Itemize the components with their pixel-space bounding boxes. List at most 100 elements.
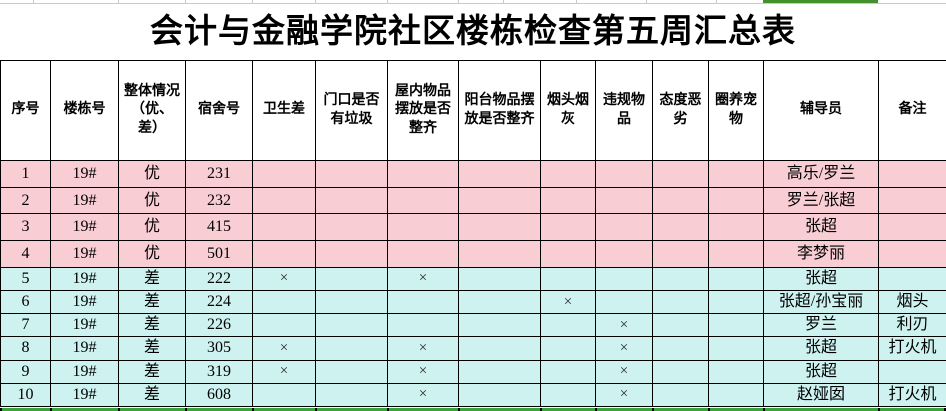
cell-r4-counselor[interactable]: 李梦丽 xyxy=(763,240,879,268)
cell-r2-remark[interactable] xyxy=(878,186,946,215)
cell-r3-remark[interactable] xyxy=(878,213,946,242)
cell-r4-pets[interactable] xyxy=(708,240,764,268)
cell-r8-cigarette[interactable] xyxy=(540,336,596,361)
cell-r7-cigarette[interactable] xyxy=(540,313,596,338)
cell-r1-prohibited[interactable] xyxy=(595,160,653,188)
cell-r6-doorway[interactable] xyxy=(315,289,388,315)
cell-r5-index[interactable]: 5 xyxy=(0,266,51,291)
cell-r5-overall[interactable]: 差 xyxy=(118,266,186,291)
cell-r6-attitude[interactable] xyxy=(652,289,709,315)
cell-r8-remark[interactable]: 打火机 xyxy=(878,336,946,361)
cell-r1-attitude[interactable] xyxy=(652,160,709,188)
column-header-cigarette[interactable]: 烟头烟灰 xyxy=(540,60,596,161)
cell-r8-building[interactable]: 19# xyxy=(50,336,119,361)
cell-r4-cigarette[interactable] xyxy=(540,240,596,268)
cell-r1-counselor[interactable]: 高乐/罗兰 xyxy=(763,160,879,188)
cell-r7-pets[interactable] xyxy=(708,313,764,338)
cell-r4-hygiene[interactable] xyxy=(252,240,316,268)
cell-r2-attitude[interactable] xyxy=(652,186,709,215)
cell-r10-doorway[interactable] xyxy=(315,382,388,407)
column-header-overall[interactable]: 整体情况（优、差） xyxy=(118,60,186,161)
cell-r4-indoor[interactable] xyxy=(387,240,459,268)
cell-r6-remark[interactable]: 烟头 xyxy=(878,289,946,315)
cell-r2-indoor[interactable] xyxy=(387,186,459,215)
cell-r6-prohibited[interactable] xyxy=(595,289,653,315)
cell-r5-indoor[interactable]: × xyxy=(387,266,459,291)
cell-r6-cigarette[interactable]: × xyxy=(540,289,596,315)
cell-r4-remark[interactable] xyxy=(878,240,946,268)
cell-r5-counselor[interactable]: 张超 xyxy=(763,266,879,291)
cell-r2-hygiene[interactable] xyxy=(252,186,316,215)
column-header-building[interactable]: 楼栋号 xyxy=(50,60,119,161)
cell-r3-indoor[interactable] xyxy=(387,213,459,242)
column-header-prohibited[interactable]: 违规物品 xyxy=(595,60,653,161)
cell-r4-doorway[interactable] xyxy=(315,240,388,268)
cell-r6-balcony[interactable] xyxy=(458,289,541,315)
cell-r3-hygiene[interactable] xyxy=(252,213,316,242)
cell-r3-index[interactable]: 3 xyxy=(0,213,51,242)
cell-r5-attitude[interactable] xyxy=(652,266,709,291)
cell-r7-dorm[interactable]: 226 xyxy=(185,313,253,338)
cell-r8-doorway[interactable] xyxy=(315,336,388,361)
cell-r3-balcony[interactable] xyxy=(458,213,541,242)
cell-r6-hygiene[interactable] xyxy=(252,289,316,315)
cell-r9-doorway[interactable] xyxy=(315,359,388,384)
cell-r3-cigarette[interactable] xyxy=(540,213,596,242)
cell-r2-building[interactable]: 19# xyxy=(50,186,119,215)
column-header-dorm[interactable]: 宿舍号 xyxy=(185,60,253,161)
cell-r6-dorm[interactable]: 224 xyxy=(185,289,253,315)
cell-r2-cigarette[interactable] xyxy=(540,186,596,215)
cell-r10-indoor[interactable]: × xyxy=(387,382,459,407)
cell-r9-hygiene[interactable]: × xyxy=(252,359,316,384)
cell-r10-counselor[interactable]: 赵娅囡 xyxy=(763,382,879,407)
cell-r9-index[interactable]: 9 xyxy=(0,359,51,384)
cell-r10-attitude[interactable] xyxy=(652,382,709,407)
cell-r10-cigarette[interactable] xyxy=(540,382,596,407)
cell-r7-balcony[interactable] xyxy=(458,313,541,338)
column-header-counselor[interactable]: 辅导员 xyxy=(763,60,879,161)
cell-r9-prohibited[interactable]: × xyxy=(595,359,653,384)
cell-r1-index[interactable]: 1 xyxy=(0,160,51,188)
cell-r10-building[interactable]: 19# xyxy=(50,382,119,407)
cell-r5-doorway[interactable] xyxy=(315,266,388,291)
column-header-indoor[interactable]: 屋内物品摆放是否整齐 xyxy=(387,60,459,161)
cell-r10-balcony[interactable] xyxy=(458,382,541,407)
cell-r10-remark[interactable]: 打火机 xyxy=(878,382,946,407)
cell-r4-index[interactable]: 4 xyxy=(0,240,51,268)
cell-r7-hygiene[interactable] xyxy=(252,313,316,338)
cell-r7-overall[interactable]: 差 xyxy=(118,313,186,338)
column-header-pets[interactable]: 圈养宠物 xyxy=(708,60,764,161)
cell-r6-overall[interactable]: 差 xyxy=(118,289,186,315)
cell-r7-building[interactable]: 19# xyxy=(50,313,119,338)
cell-r4-overall[interactable]: 优 xyxy=(118,240,186,268)
cell-r3-overall[interactable]: 优 xyxy=(118,213,186,242)
cell-r2-doorway[interactable] xyxy=(315,186,388,215)
cell-r4-attitude[interactable] xyxy=(652,240,709,268)
cell-r2-pets[interactable] xyxy=(708,186,764,215)
cell-r1-dorm[interactable]: 231 xyxy=(185,160,253,188)
cell-r3-doorway[interactable] xyxy=(315,213,388,242)
cell-r3-building[interactable]: 19# xyxy=(50,213,119,242)
column-header-doorway[interactable]: 门口是否有垃圾 xyxy=(315,60,388,161)
cell-r9-balcony[interactable] xyxy=(458,359,541,384)
cell-r10-prohibited[interactable]: × xyxy=(595,382,653,407)
cell-r2-index[interactable]: 2 xyxy=(0,186,51,215)
column-header-hygiene[interactable]: 卫生差 xyxy=(252,60,316,161)
column-header-remark[interactable]: 备注 xyxy=(878,60,946,161)
cell-r7-index[interactable]: 7 xyxy=(0,313,51,338)
cell-r5-hygiene[interactable]: × xyxy=(252,266,316,291)
cell-r3-attitude[interactable] xyxy=(652,213,709,242)
cell-r10-index[interactable]: 10 xyxy=(0,382,51,407)
cell-r9-cigarette[interactable] xyxy=(540,359,596,384)
cell-r6-counselor[interactable]: 张超/孙宝丽 xyxy=(763,289,879,315)
column-header-attitude[interactable]: 态度恶劣 xyxy=(652,60,709,161)
cell-r1-remark[interactable] xyxy=(878,160,946,188)
cell-r5-building[interactable]: 19# xyxy=(50,266,119,291)
cell-r5-cigarette[interactable] xyxy=(540,266,596,291)
cell-r8-indoor[interactable]: × xyxy=(387,336,459,361)
cell-r9-remark[interactable] xyxy=(878,359,946,384)
cell-r1-cigarette[interactable] xyxy=(540,160,596,188)
column-header-balcony[interactable]: 阳台物品摆放是否整齐 xyxy=(458,60,541,161)
cell-r5-prohibited[interactable] xyxy=(595,266,653,291)
cell-r7-doorway[interactable] xyxy=(315,313,388,338)
